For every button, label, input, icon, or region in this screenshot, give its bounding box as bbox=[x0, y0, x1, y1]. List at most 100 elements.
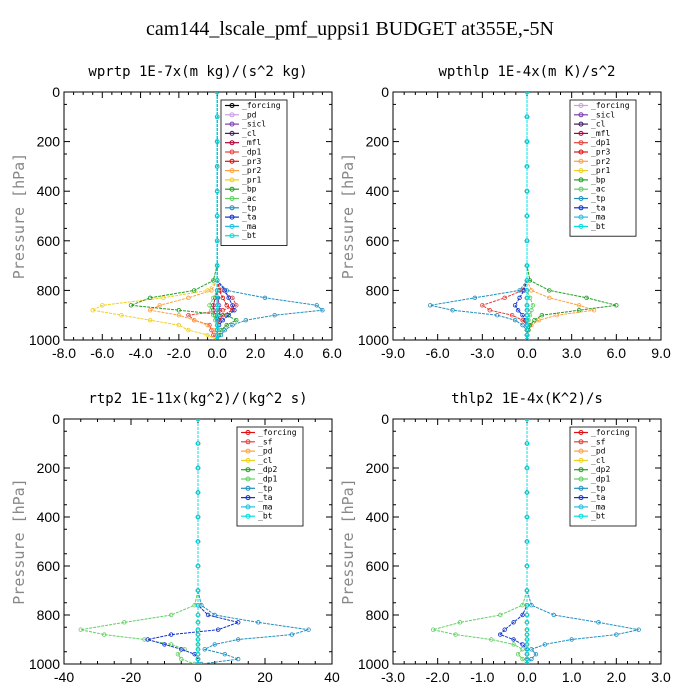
y-tick-label: 1000 bbox=[358, 656, 389, 672]
series-line-tp bbox=[430, 92, 528, 340]
legend-marker bbox=[229, 196, 235, 201]
x-tick-label: 6.0 bbox=[322, 345, 342, 361]
legend-marker bbox=[578, 223, 584, 229]
series-point bbox=[524, 303, 530, 308]
series-point bbox=[214, 238, 220, 243]
y-tick-label: 400 bbox=[37, 183, 61, 199]
legend-marker bbox=[229, 223, 235, 229]
series-point bbox=[214, 164, 220, 169]
legend-label: _tp bbox=[258, 484, 273, 493]
legend-marker bbox=[229, 233, 235, 239]
legend-label: _ta bbox=[242, 213, 257, 222]
series-point bbox=[524, 419, 530, 422]
series-point bbox=[524, 588, 530, 593]
y-tick-label: 200 bbox=[366, 460, 390, 476]
series-point bbox=[230, 303, 235, 308]
series-point bbox=[529, 308, 534, 313]
series-point bbox=[524, 139, 530, 144]
series-point bbox=[524, 278, 530, 283]
legend-marker bbox=[578, 112, 584, 118]
series-point bbox=[524, 322, 530, 328]
series-point bbox=[224, 322, 229, 328]
series-point bbox=[547, 295, 552, 301]
series-point bbox=[100, 303, 105, 308]
legend-label: _bt bbox=[258, 512, 273, 521]
series-point bbox=[176, 308, 182, 313]
chart-title: wpthlp 1E-4x(m K)/s^2 bbox=[438, 64, 615, 80]
series-point bbox=[511, 637, 516, 642]
series-point bbox=[222, 652, 227, 657]
series-line-dp1 bbox=[80, 419, 199, 664]
series-point bbox=[529, 288, 534, 293]
series-point bbox=[235, 637, 241, 642]
y-tick-label: 800 bbox=[37, 607, 61, 623]
legend-label: _ma bbox=[258, 502, 273, 511]
series-point bbox=[524, 238, 530, 243]
legend-label: _ta bbox=[591, 493, 606, 502]
legend-marker bbox=[578, 430, 584, 435]
series-point bbox=[214, 337, 220, 340]
series-point bbox=[511, 620, 516, 625]
legend-marker bbox=[229, 177, 235, 183]
legend-marker bbox=[578, 439, 584, 445]
legend-marker bbox=[229, 103, 235, 108]
series-point bbox=[195, 652, 201, 657]
series-point bbox=[212, 642, 217, 647]
legend-marker bbox=[578, 121, 584, 127]
y-tick-label: 1000 bbox=[358, 332, 389, 348]
legend-label: _forcing bbox=[591, 428, 630, 437]
series-point bbox=[175, 652, 181, 657]
series-point bbox=[215, 627, 221, 632]
legend-marker bbox=[229, 205, 235, 211]
series-point bbox=[524, 490, 530, 495]
series-point bbox=[614, 632, 619, 637]
series-point bbox=[524, 647, 530, 652]
series-point bbox=[214, 322, 220, 328]
x-tick-label: 0.0 bbox=[517, 345, 537, 361]
legend-marker bbox=[229, 121, 235, 127]
series-point bbox=[207, 303, 212, 308]
x-tick-label: 3.0 bbox=[562, 345, 582, 361]
series-point bbox=[524, 213, 530, 219]
series-point bbox=[314, 303, 319, 308]
series-point bbox=[128, 303, 134, 308]
series-point bbox=[122, 620, 127, 625]
y-tick-label: 200 bbox=[366, 134, 390, 150]
legend-label: _pr1 bbox=[591, 166, 610, 175]
series-point bbox=[162, 642, 167, 647]
series-point bbox=[214, 317, 220, 323]
series-point bbox=[480, 303, 485, 308]
legend-label: _forcing bbox=[242, 101, 281, 110]
series-point bbox=[195, 539, 201, 544]
legend-label: _sf bbox=[258, 437, 273, 446]
series-point bbox=[179, 647, 184, 652]
chart-panel-4: thlp2 1E-4x(K^2)/s Pressure [hPa] 0 200 400 6… bbox=[339, 391, 671, 685]
legend-marker bbox=[229, 149, 235, 155]
legend-marker bbox=[245, 504, 251, 510]
legend-marker bbox=[229, 112, 235, 118]
series-point bbox=[101, 632, 107, 637]
legend-label: _forcing bbox=[591, 101, 630, 110]
series-point bbox=[515, 308, 521, 313]
x-tick-label: -2.0 bbox=[167, 345, 191, 361]
series-point bbox=[235, 656, 241, 662]
series-point bbox=[512, 317, 518, 323]
series-point bbox=[195, 514, 201, 520]
legend-label: _mfl bbox=[242, 138, 261, 147]
series-line-pr1 bbox=[91, 92, 218, 340]
series-group bbox=[90, 92, 325, 340]
series-point bbox=[214, 114, 220, 119]
series-point bbox=[235, 620, 241, 625]
series-point bbox=[224, 303, 229, 308]
series-point bbox=[179, 656, 184, 662]
series-point bbox=[220, 308, 226, 313]
x-tick-label: 40 bbox=[324, 669, 340, 685]
x-tick-label: -4.0 bbox=[129, 345, 153, 361]
series-point bbox=[524, 652, 530, 657]
x-tick-label: -3.0 bbox=[381, 669, 405, 685]
x-tick-label: 2.0 bbox=[607, 669, 627, 685]
series-point bbox=[520, 603, 525, 608]
series-point bbox=[199, 661, 204, 664]
legend-marker bbox=[245, 430, 251, 435]
